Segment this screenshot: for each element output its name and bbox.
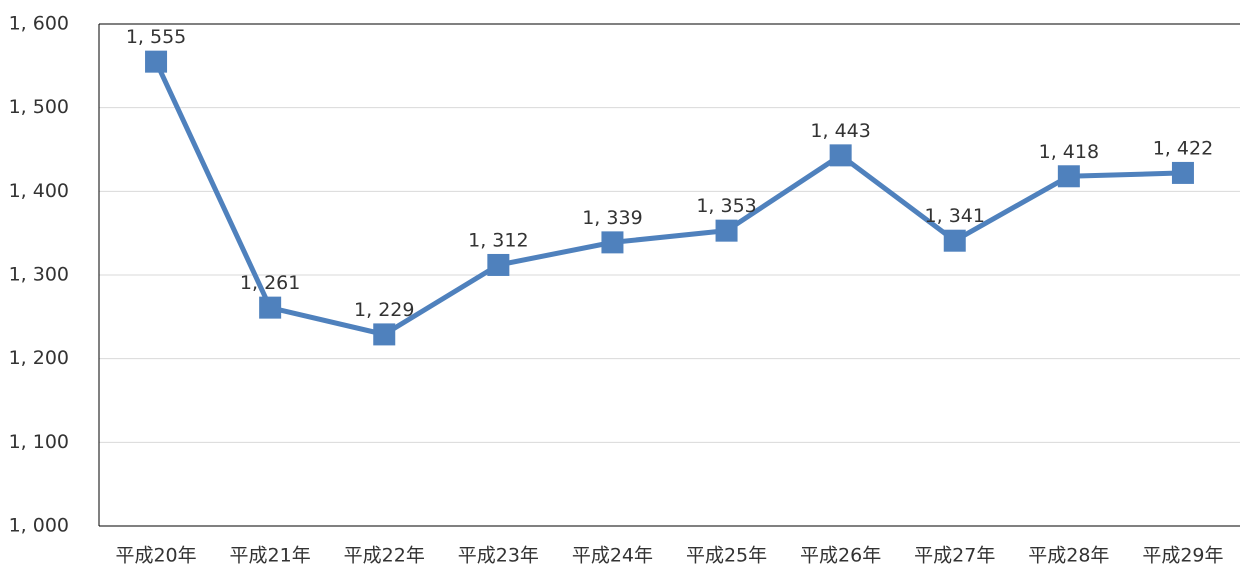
line — [153, 60, 1184, 337]
x-tick-label: 平成26年 — [800, 545, 881, 567]
marker — [259, 296, 282, 319]
x-tick-label: 平成27年 — [914, 545, 995, 567]
data-label: 1, 339 — [582, 207, 642, 229]
x-tick-label: 平成29年 — [1142, 545, 1223, 567]
x-tick-label: 平成24年 — [572, 545, 653, 567]
marker — [373, 323, 396, 346]
data-label: 1, 312 — [468, 229, 528, 251]
x-tick-label: 平成23年 — [458, 545, 539, 567]
y-tick-label: 1, 600 — [9, 13, 69, 35]
data-label: 1, 555 — [126, 26, 186, 48]
y-tick-label: 1, 200 — [9, 347, 69, 369]
data-label: 1, 229 — [354, 299, 414, 321]
x-tick-label: 平成20年 — [115, 545, 196, 567]
marker — [145, 50, 168, 73]
x-tick-label: 平成28年 — [1028, 545, 1109, 567]
data-label: 1, 261 — [240, 272, 300, 294]
y-tick-label: 1, 100 — [9, 431, 69, 453]
x-tick-label: 平成25年 — [686, 545, 767, 567]
x-tick-label: 平成22年 — [344, 545, 425, 567]
data-label: 1, 422 — [1153, 137, 1213, 159]
y-tick-label: 1, 500 — [9, 96, 69, 118]
data-label: 1, 443 — [810, 120, 870, 142]
y-tick-label: 1, 300 — [9, 264, 69, 286]
marker — [1171, 161, 1194, 184]
marker — [943, 229, 966, 252]
data-label: 1, 418 — [1039, 141, 1099, 163]
data-label: 1, 353 — [696, 195, 756, 217]
y-tick-label: 1, 000 — [9, 515, 69, 537]
y-tick-label: 1, 400 — [9, 180, 69, 202]
x-tick-label: 平成21年 — [230, 545, 311, 567]
marker — [715, 219, 738, 242]
marker — [1057, 165, 1080, 188]
marker — [829, 144, 852, 167]
marker — [601, 231, 624, 254]
data-label: 1, 341 — [925, 205, 985, 227]
marker — [487, 253, 510, 276]
